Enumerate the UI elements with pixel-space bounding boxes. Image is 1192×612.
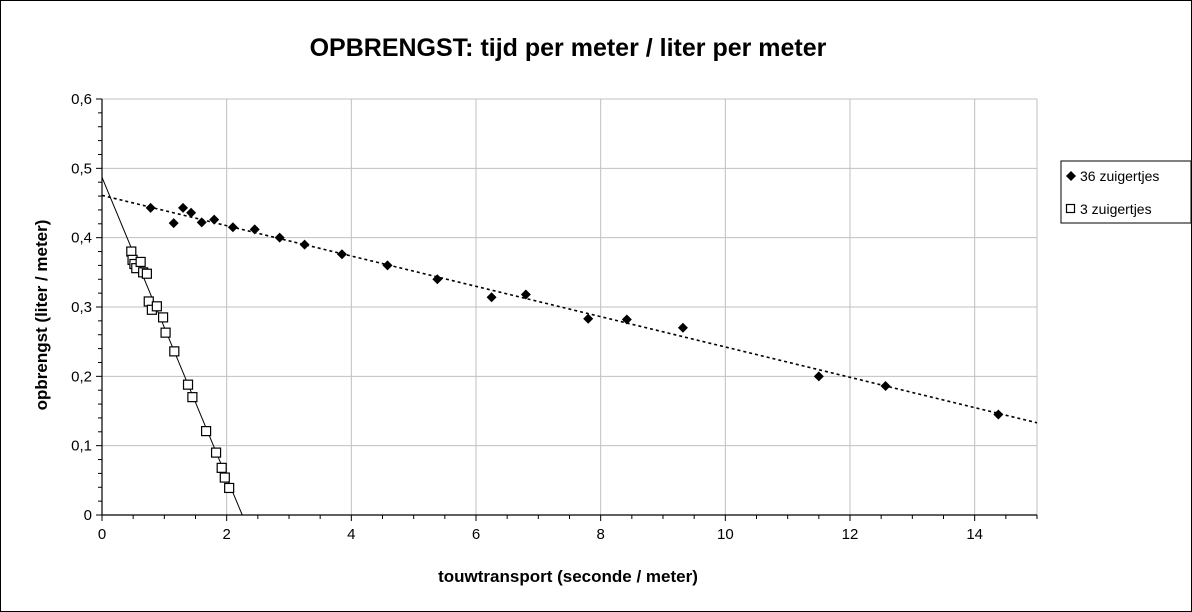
x-tick-label: 12 [842,526,859,543]
data-point-diamond [178,202,189,213]
data-point-diamond [227,222,238,233]
y-tick-label: 0,1 [71,438,92,455]
data-point-diamond [432,274,443,285]
diamond-marker-icon [1066,171,1076,181]
data-point-square [160,327,171,338]
data-point-diamond [486,292,497,303]
legend-label-3-zuigertjes: 3 zuigertjes [1080,201,1152,217]
data-point-square [210,447,222,458]
data-point-diamond [145,202,156,213]
y-tick-label: 0,4 [71,230,92,247]
data-point-diamond [186,207,197,218]
data-point-diamond [993,409,1004,420]
data-point-diamond [677,322,688,333]
data-point-diamond [583,313,594,324]
x-tick-label: 4 [347,526,355,543]
legend: 36 zuigertjes 3 zuigertjes [1060,160,1192,224]
trendline-series-1 [101,177,243,516]
y-tick-label: 0,2 [71,368,92,385]
y-tick-label: 0,6 [71,91,92,108]
y-tick-label: 0,3 [71,299,92,316]
x-tick-label: 8 [596,526,604,543]
data-point-diamond [274,232,285,243]
open-square-marker-icon [1065,203,1076,214]
legend-entry-3-zuigertjes: 3 zuigertjes [1065,201,1152,217]
data-point-square [126,246,137,257]
data-point-square [141,268,152,279]
x-axis-title: touwtransport (seconde / meter) [438,567,698,586]
data-point-square [169,346,180,357]
data-point-square [216,462,227,473]
y-tick-label: 0,5 [71,160,92,177]
legend-entry-36-zuigertjes: 36 zuigertjes [1066,168,1159,184]
data-point-square [219,472,230,483]
data-point-square [151,301,162,312]
data-point-square [224,482,235,494]
trendlines [101,177,1038,516]
data-point-diamond [382,260,393,271]
data-point-diamond [813,371,824,382]
legend-box [1060,160,1192,224]
data-point-square [182,379,194,390]
data-point-square [157,312,169,323]
data-point-diamond [621,314,632,325]
y-axis-title: opbrengst (liter / meter) [32,220,51,411]
data-point-diamond [196,217,207,228]
trendline-series-0 [101,194,1038,424]
data-point-square [135,256,146,268]
y-tick-labels: 0 0,1 0,2 0,3 0,4 0,5 0,6 [71,91,92,524]
data-point-square [187,392,198,403]
data-points [126,202,1004,494]
x-tick-label: 6 [472,526,480,543]
x-tick-labels: 0 2 4 6 8 10 12 14 [98,526,983,543]
x-tick-label: 0 [98,526,106,543]
legend-label-36-zuigertjes: 36 zuigertjes [1080,168,1159,184]
y-tick-label: 0 [84,507,92,524]
data-point-diamond [209,214,220,225]
data-point-diamond [168,218,179,229]
chart-title: OPBRENGST: tijd per meter / liter per me… [310,34,827,62]
x-tick-label: 2 [222,526,230,543]
x-tick-label: 10 [717,526,734,543]
data-point-square [200,426,212,437]
x-tick-label: 14 [966,526,983,543]
gridlines [102,98,1038,515]
tick-marks [96,98,1038,521]
data-point-diamond [299,239,310,250]
data-point-diamond [336,249,347,260]
data-point-diamond [249,224,260,235]
data-point-diamond [880,381,891,392]
data-point-diamond [520,289,531,300]
